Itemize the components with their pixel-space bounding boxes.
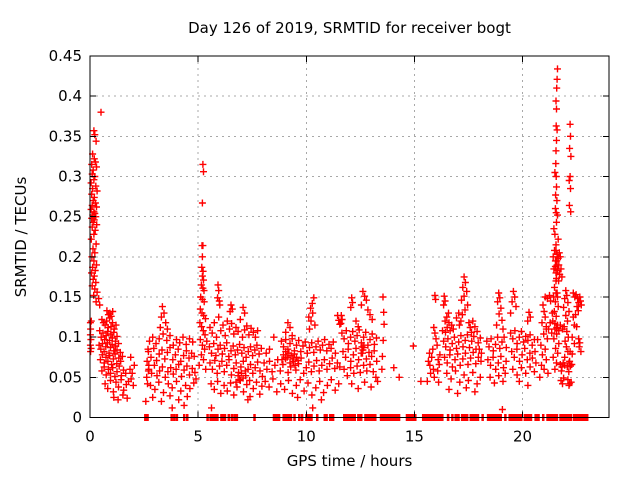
x-tick-label: 0 <box>85 428 95 446</box>
y-tick-label: 0.2 <box>58 248 82 266</box>
y-tick-label: 0.15 <box>49 288 82 306</box>
data-points <box>86 65 585 413</box>
y-tick-label: 0.05 <box>49 368 82 386</box>
x-tick-label: 15 <box>405 428 424 446</box>
x-tick-label: 5 <box>193 428 203 446</box>
y-tick-label: 0.35 <box>49 127 82 145</box>
y-tick-label: 0.45 <box>49 47 82 65</box>
y-tick-label: 0.25 <box>49 208 82 226</box>
y-tick-label: 0 <box>72 409 82 427</box>
x-tick-label: 20 <box>513 428 532 446</box>
plot-border <box>89 55 610 418</box>
x-tick-label: 10 <box>297 428 316 446</box>
y-tick-label: 0.1 <box>58 328 82 346</box>
x-axis-label: GPS time / hours <box>286 452 413 470</box>
y-tick-label: 0.3 <box>58 168 82 186</box>
y-axis-label: SRMTID / TECUs <box>12 176 30 298</box>
chart-title: Day 126 of 2019, SRMTID for receiver bog… <box>188 19 511 37</box>
y-tick-label: 0.4 <box>58 87 82 105</box>
